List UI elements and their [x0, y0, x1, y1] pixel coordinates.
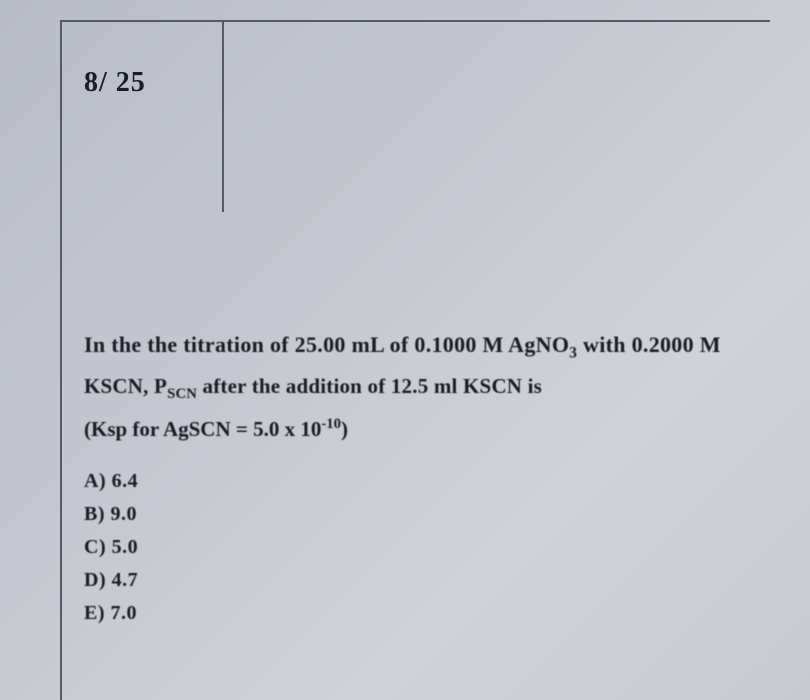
answer-options: A) 6.4 B) 9.0 C) 5.0 D) 4.7 E) 7.0	[84, 470, 750, 625]
option-c[interactable]: C) 5.0	[84, 536, 750, 559]
question-number: 8/ 25	[84, 67, 146, 99]
line3-superscript: -10	[321, 416, 341, 432]
line3-suffix: )	[341, 417, 348, 441]
option-d[interactable]: D) 4.7	[84, 569, 750, 592]
line1-suffix: with 0.2000 M	[577, 332, 721, 357]
option-e[interactable]: E) 7.0	[84, 602, 750, 625]
line3-prefix: (Ksp for AgSCN = 5.0 x 10	[84, 417, 321, 441]
question-text-line2: KSCN, PSCN after the addition of 12.5 ml…	[84, 374, 750, 403]
line2-subscript: SCN	[167, 387, 197, 403]
question-page: 8/ 25 In the the titration of 25.00 mL o…	[60, 20, 770, 700]
question-text-line3: (Ksp for AgSCN = 5.0 x 10-10)	[84, 416, 750, 442]
line2-prefix: KSCN, P	[84, 374, 167, 398]
question-text-line1: In the the titration of 25.00 mL of 0.10…	[84, 332, 750, 362]
question-content: In the the titration of 25.00 mL of 0.10…	[84, 332, 750, 635]
line2-suffix: after the addition of 12.5 ml KSCN is	[197, 374, 542, 398]
line1-prefix: In the the titration of 25.00 mL of 0.10…	[84, 332, 569, 357]
option-b[interactable]: B) 9.0	[84, 503, 750, 526]
vertical-divider	[222, 22, 224, 212]
option-a[interactable]: A) 6.4	[84, 470, 750, 493]
